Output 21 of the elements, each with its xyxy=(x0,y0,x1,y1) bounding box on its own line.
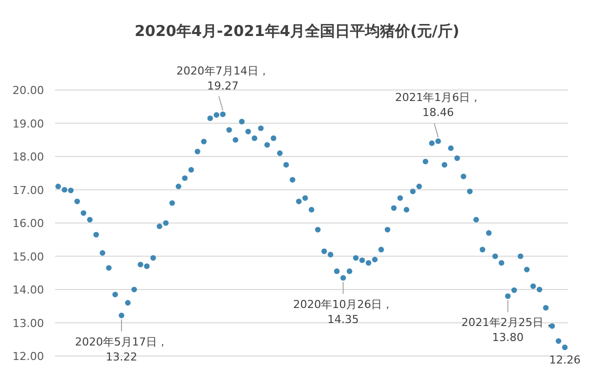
annotation: 2020年7月14日，19.27 xyxy=(176,64,270,92)
annotation: 2021年1月6日，18.46 xyxy=(395,91,482,138)
y-tick-label: 20.00 xyxy=(12,84,44,97)
y-tick-label: 14.00 xyxy=(12,284,44,296)
y-tick-label: 19.00 xyxy=(12,117,44,130)
y-tick-label: 16.00 xyxy=(12,217,44,230)
y-tick-label: 18.00 xyxy=(12,150,44,164)
annotation: 2020年10月26日，14.35 xyxy=(293,281,394,326)
annotation: 2021年2月25日，13.80 xyxy=(461,316,554,344)
y-tick-label: 13.00 xyxy=(12,316,44,330)
y-tick-label: 17.00 xyxy=(12,184,44,197)
annotation: 2020年7月14日，19.27 xyxy=(176,64,270,111)
annotation: 2020年5月17日，13.22 xyxy=(75,335,168,364)
annotation: 2021年1月6日，18.46 xyxy=(395,91,482,120)
annotation: 12.26 xyxy=(549,353,581,366)
annotation: 2020年10月26日，14.35 xyxy=(293,298,394,326)
y-tick-label: 12.00 xyxy=(12,350,44,363)
annotation: 2020年5月17日，13.22 xyxy=(75,318,168,364)
annotation: 2021年2月25日，13.80 xyxy=(461,300,554,344)
chart-title: 2020年4月-2021年4月全国日平均猪价(元/斤) xyxy=(134,22,460,40)
y-tick-label: 15.00 xyxy=(12,250,44,264)
